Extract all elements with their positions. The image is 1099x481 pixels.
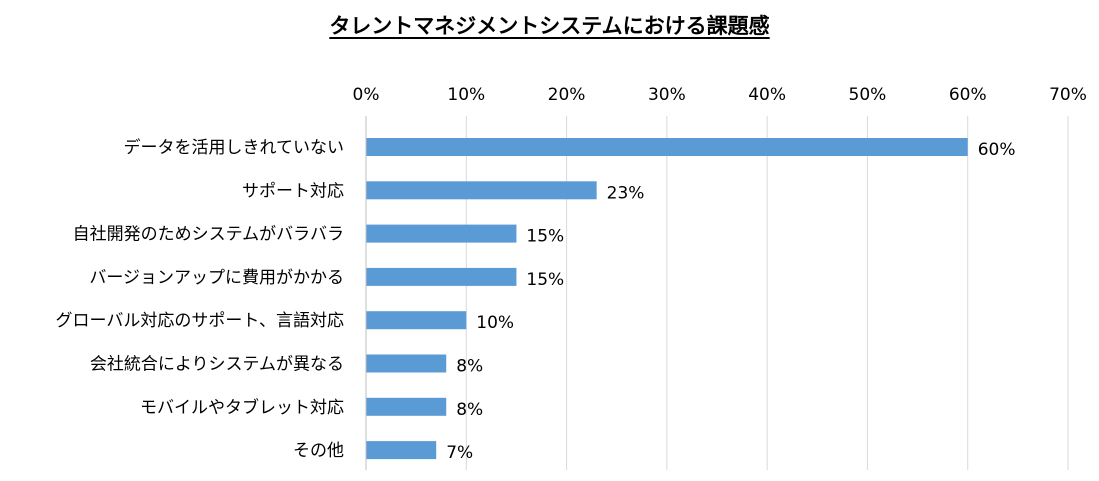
category-label: 自社開発のためシステムがバラバラ <box>73 225 344 245</box>
x-tick-label: 20% <box>548 85 586 105</box>
category-label: 会社統合によりシステムが異なる <box>90 355 344 375</box>
bar <box>366 441 437 460</box>
category-label: グローバル対応のサポート、言語対応 <box>56 311 345 331</box>
x-tick-label: 30% <box>648 85 686 105</box>
data-label: 60% <box>978 140 1016 160</box>
x-tick-label: 70% <box>1049 85 1087 105</box>
data-label: 8% <box>456 357 483 377</box>
x-tick-label: 10% <box>447 85 485 105</box>
data-label: 23% <box>607 183 645 203</box>
data-label: 15% <box>526 270 564 290</box>
category-label: データを活用しきれていない <box>124 137 345 158</box>
chart-title: タレントマネジメントシステムにおける課題感 <box>329 14 770 38</box>
bar <box>366 397 447 416</box>
bar <box>366 224 517 243</box>
bar <box>366 267 517 286</box>
x-axis-ticks: 0% 10% 20% 30% 40% 50% 60% 70% <box>353 85 1087 105</box>
data-labels: 60% 23% 15% 15% 10% 8% 8% 7% <box>446 140 1015 463</box>
data-label: 7% <box>446 443 473 463</box>
x-tick-label: 60% <box>949 85 987 105</box>
category-label: バージョンアップに費用がかかる <box>89 268 344 288</box>
x-tick-label: 40% <box>748 85 786 105</box>
data-label: 8% <box>456 400 483 420</box>
category-label: モバイルやタブレット対応 <box>140 397 344 418</box>
category-label: その他 <box>293 441 344 461</box>
category-labels: データを活用しきれていないサポート対応自社開発のためシステムがバラバラバージョン… <box>56 137 345 461</box>
x-tick-label: 0% <box>353 85 380 105</box>
data-label: 10% <box>476 313 514 333</box>
bar <box>366 181 597 200</box>
bars <box>366 138 968 460</box>
bar <box>366 138 968 156</box>
category-label: サポート対応 <box>242 181 344 201</box>
bar <box>366 354 447 373</box>
x-tick-label: 50% <box>849 85 887 105</box>
data-label: 15% <box>526 227 564 247</box>
bar <box>366 311 467 330</box>
